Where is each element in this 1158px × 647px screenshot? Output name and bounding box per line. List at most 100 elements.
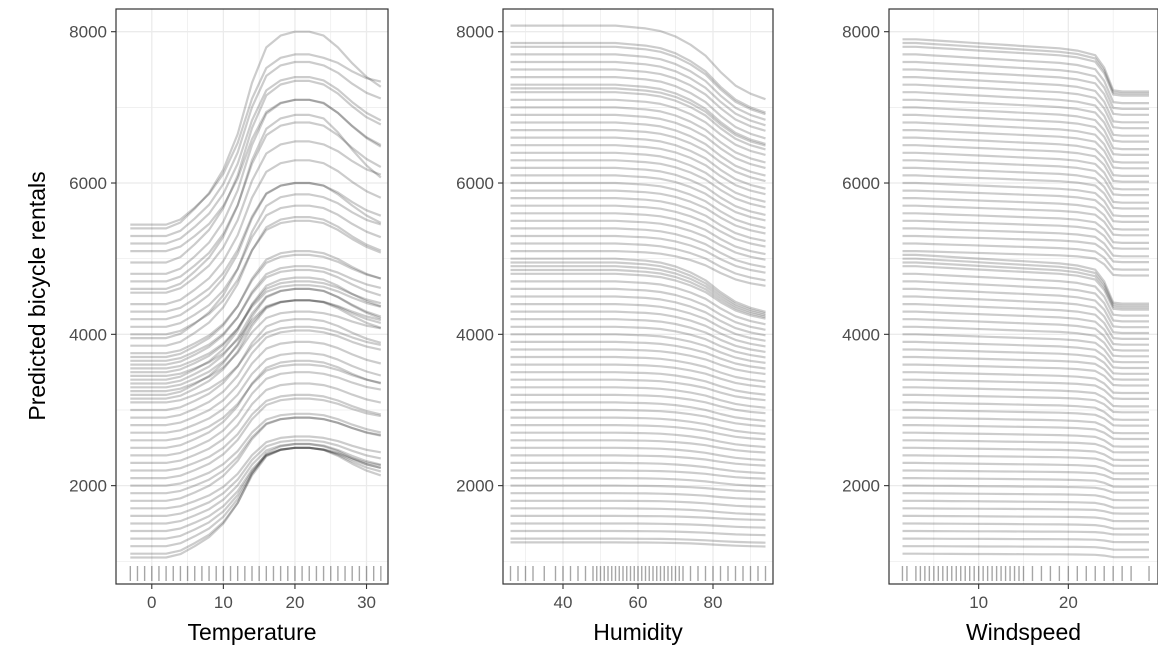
ice-curve [130, 98, 382, 275]
ice-curve [902, 348, 1149, 375]
ice-curve [510, 408, 766, 428]
x-tick-label: 20 [1059, 593, 1078, 612]
ice-curve [902, 424, 1149, 441]
ice-curve [510, 166, 766, 216]
y-axis-title: Predicted bicycle rentals [24, 171, 50, 420]
ice-curve [902, 408, 1149, 427]
panel-humidity: 2000 4000 6000 8000 40 60 80 Humidity [456, 8, 774, 645]
ice-curve [902, 265, 1149, 311]
ice-curve [510, 60, 766, 127]
ice-curve [902, 378, 1149, 400]
y-tick-label: 6000 [69, 174, 107, 193]
ice-curve [902, 197, 1149, 231]
ice-curve [902, 310, 1149, 346]
ice-curve [510, 129, 766, 183]
ice-curve [510, 303, 766, 342]
ice-curve [902, 60, 1149, 110]
ice-curve [902, 552, 1149, 559]
ice-curve [130, 299, 382, 377]
ice-curve [510, 98, 766, 156]
ice-curve [902, 98, 1149, 143]
ice-curve [902, 325, 1149, 358]
ice-curve [510, 121, 766, 177]
ice-curve [510, 219, 766, 261]
ice-curve [902, 333, 1149, 364]
ice-curve [510, 268, 766, 319]
ice-curve [902, 499, 1149, 509]
ice-curve [510, 242, 766, 282]
ice-curve [130, 299, 382, 400]
x-tick-label: 0 [147, 593, 156, 612]
ice-curve [510, 393, 766, 415]
ice-curve [130, 181, 382, 321]
ice-curve [902, 174, 1149, 210]
y-tick-label: 8000 [842, 23, 880, 42]
ice-curve [902, 484, 1149, 494]
ice-curve [510, 378, 766, 402]
ice-curve [130, 371, 382, 457]
y-tick-label: 4000 [69, 325, 107, 344]
ice-curve [130, 30, 382, 230]
ice-curve [902, 492, 1149, 502]
ice-curve [902, 454, 1149, 467]
ice-curve [902, 45, 1149, 97]
ice-curve [510, 348, 766, 376]
x-tick-label: 40 [554, 593, 573, 612]
ice-curve [510, 91, 766, 151]
ice-curve [902, 507, 1149, 515]
ice-curve [130, 363, 382, 442]
ice-curve [902, 537, 1149, 544]
ice-curve [130, 442, 382, 559]
ice-curve [510, 45, 766, 116]
ice-curve [510, 454, 766, 467]
ice-curve [902, 38, 1149, 93]
ice-curve [510, 431, 766, 449]
y-tick-label: 6000 [456, 174, 494, 193]
ice-curve [510, 461, 766, 475]
ice-curve [902, 469, 1149, 481]
ice-curve [510, 325, 766, 359]
ice-curve [130, 193, 382, 340]
x-tick-label: 60 [629, 593, 648, 612]
panel-temperature: 2000 4000 6000 8000 0 10 20 30 Temperature [69, 8, 389, 645]
ice-curve [510, 537, 766, 544]
ice-curve [902, 261, 1149, 309]
ice-curve [510, 106, 766, 164]
ice-curve [130, 280, 382, 374]
ice-curve [130, 60, 382, 238]
ice-curve [510, 265, 766, 317]
ice-curve [130, 216, 382, 347]
ice-curve [130, 140, 382, 294]
ice-curve [510, 514, 766, 522]
ice-curve [902, 181, 1149, 218]
ice-curve [510, 76, 766, 140]
panel-border [888, 8, 1158, 585]
ice-curve [510, 355, 766, 383]
x-tick-label: 30 [357, 593, 376, 612]
ice-curve [902, 250, 1149, 277]
ice-curve [902, 461, 1149, 475]
ice-curve [130, 446, 382, 533]
ice-curve [510, 250, 766, 287]
ice-curve [902, 514, 1149, 523]
ice-curve [130, 416, 382, 502]
ice-curve [510, 363, 766, 389]
ice-curve [510, 227, 766, 269]
panel-border [115, 8, 389, 585]
ice-curve [510, 68, 766, 132]
ice-curve [510, 280, 766, 326]
panel-windspeed: 2000 4000 6000 8000 10 20 Windspeed [842, 8, 1158, 645]
ice-curve [130, 412, 382, 487]
ice-curve [902, 371, 1149, 395]
ice-curve [902, 401, 1149, 421]
ice-curve [902, 545, 1149, 551]
ice-curve [130, 250, 382, 359]
ice-curve [130, 310, 381, 393]
ice-curve [510, 439, 766, 454]
x-tick-label: 20 [285, 593, 304, 612]
ice-curve [902, 76, 1149, 124]
ice-curve [510, 401, 766, 422]
ice-curve [510, 541, 766, 548]
ice-curve [130, 98, 382, 253]
ice-curve [510, 333, 766, 364]
